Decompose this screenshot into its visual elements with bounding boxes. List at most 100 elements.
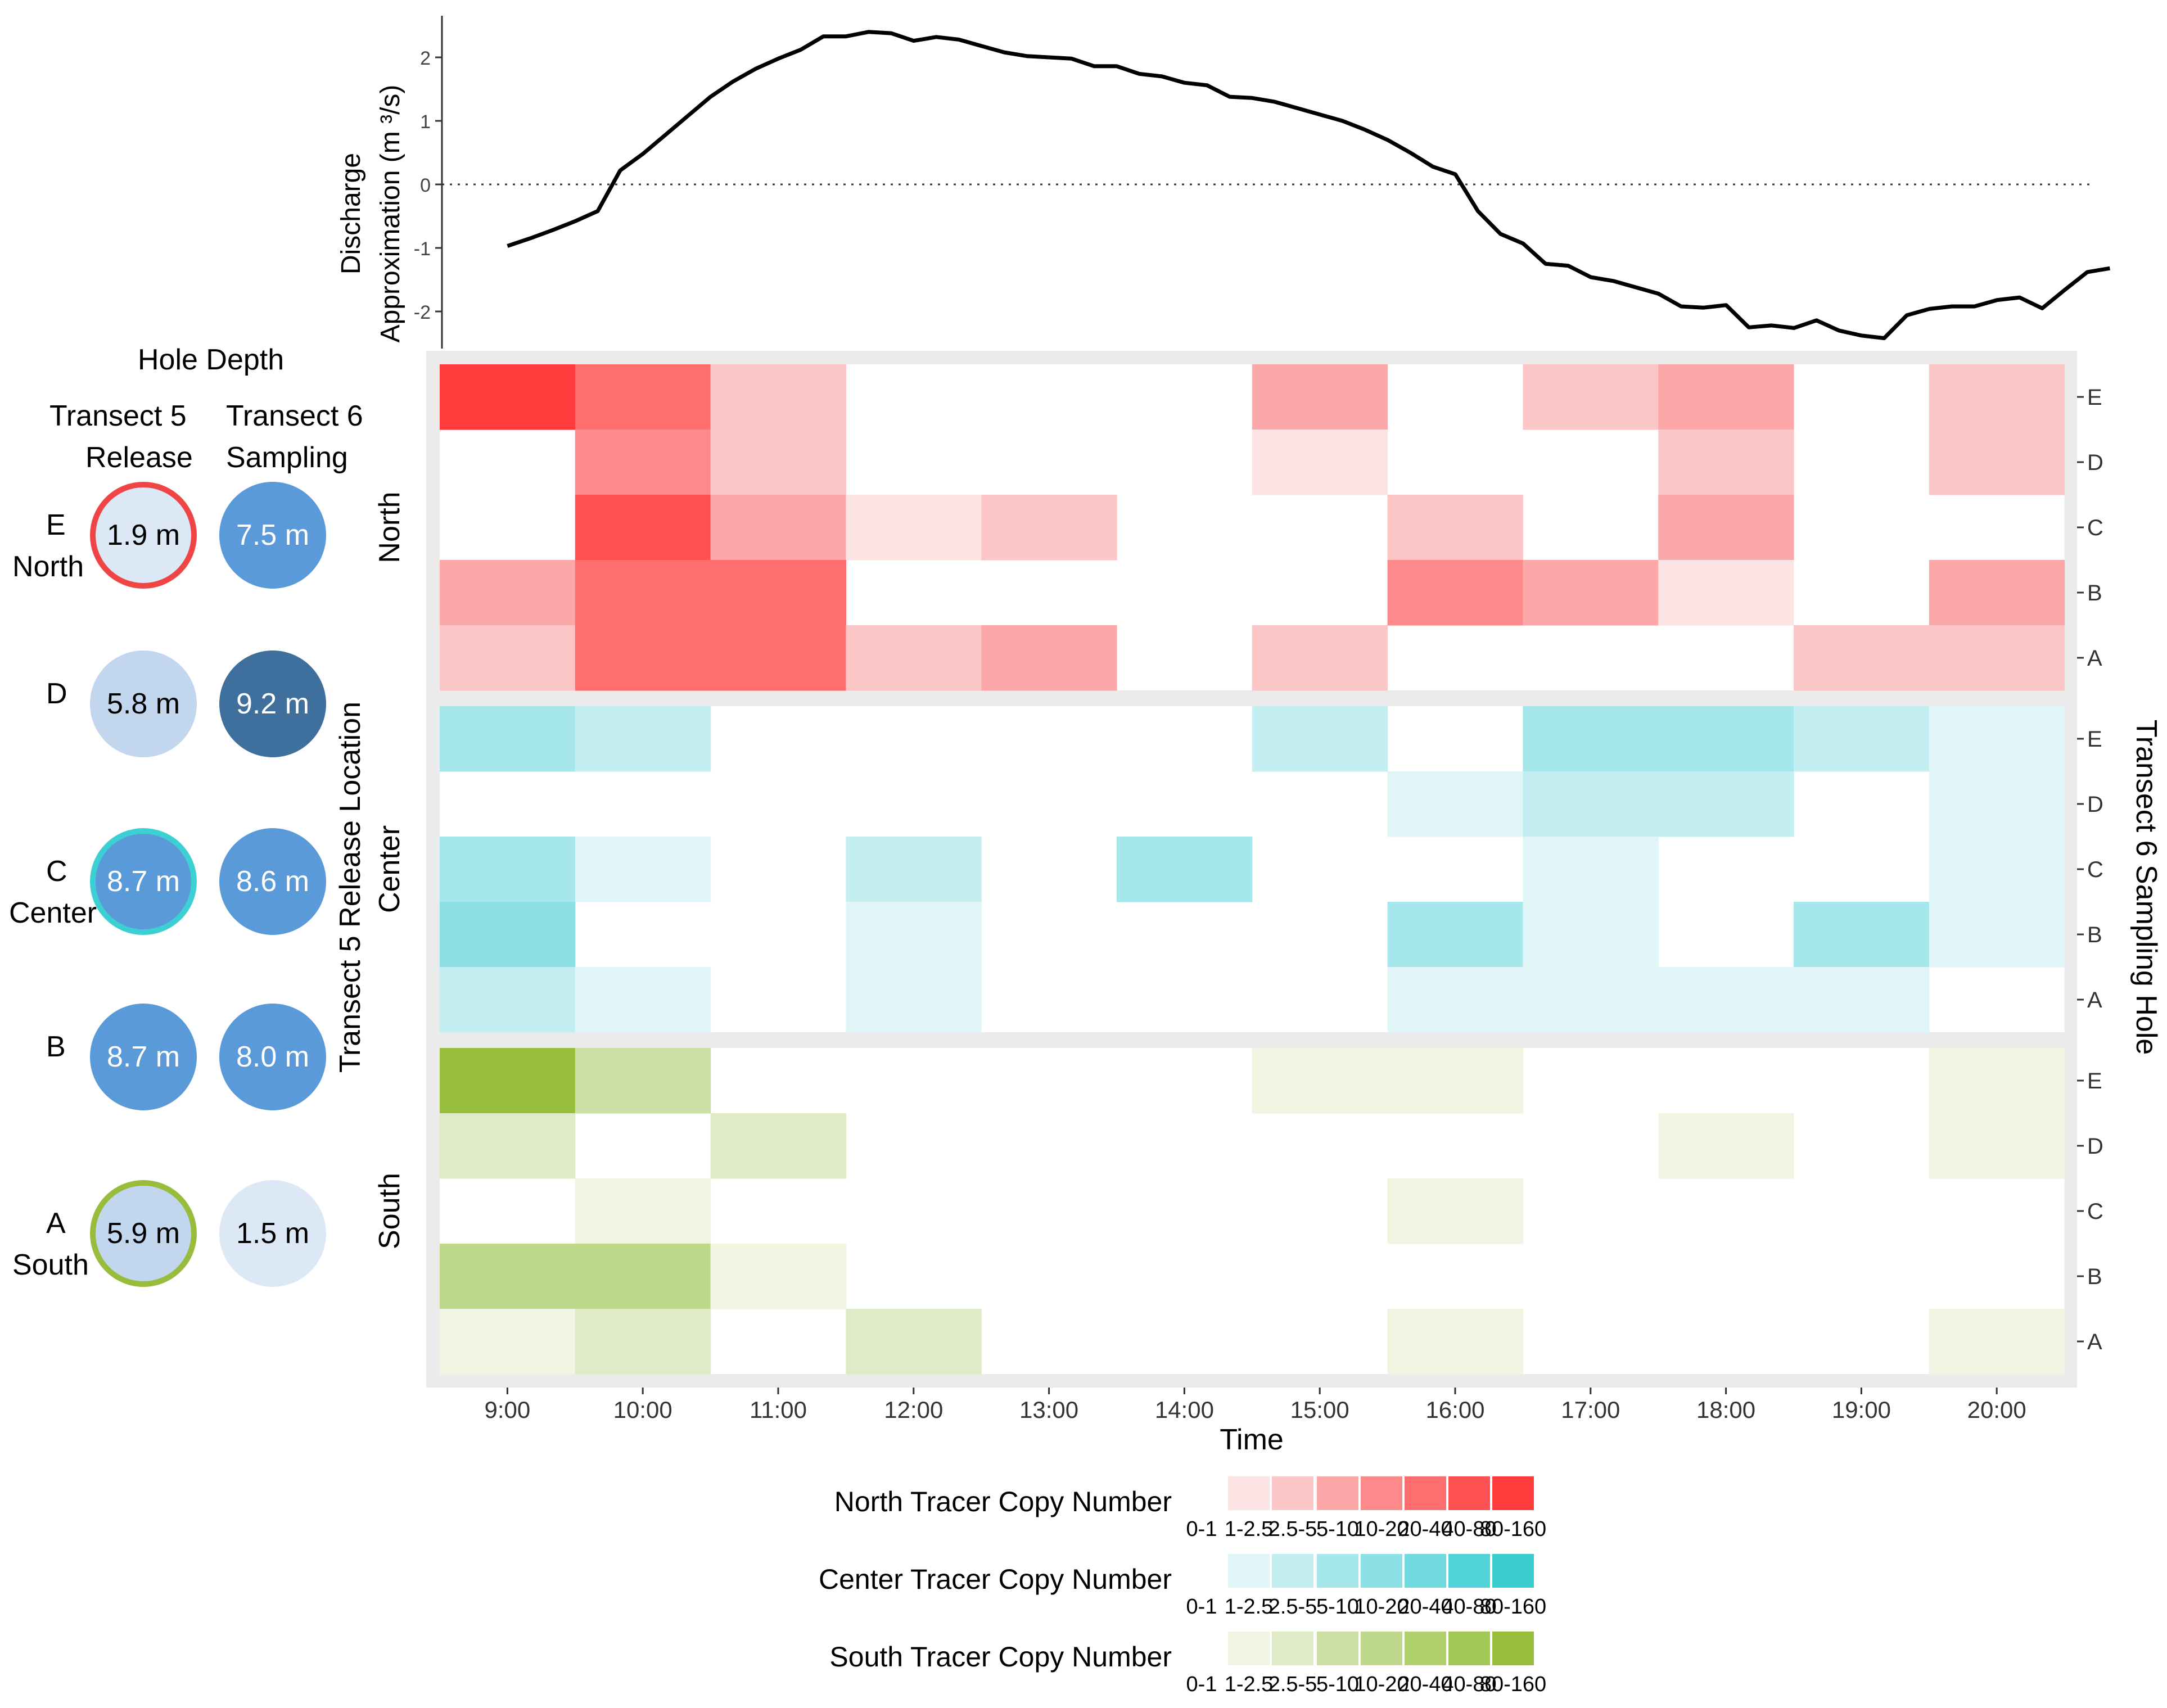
heatmap-cell [440,706,576,772]
legend-swatch [1405,1476,1446,1510]
heatmap-cell [440,1113,576,1179]
time-tick-label: 17:00 [1561,1397,1620,1423]
transect6-depth-circle: 8.6 m [219,828,326,935]
heatmap-cell [710,430,846,495]
heatmap-cell [846,1309,982,1375]
legend-bin-label: 10-20 [1354,1673,1408,1696]
heatmap-cell [981,625,1117,691]
heatmap-cell [575,967,711,1033]
heatmap-cell [1794,706,1930,772]
heatmap-cell [440,560,576,626]
legend-bin-label: 20-40 [1398,1673,1452,1696]
hole-letter: C [46,855,67,888]
legend-swatch [1361,1554,1402,1588]
heatmap-cell [710,560,846,626]
legend-swatch [1181,1632,1222,1665]
heatmap-cell [575,1048,711,1114]
heatmap-cell [440,364,576,430]
heatmap-cell [575,430,711,495]
time-tick-label: 18:00 [1696,1397,1755,1423]
time-tick-label: 15:00 [1290,1397,1349,1423]
sampling-hole-label: B [2087,581,2102,606]
heatmap-panel-center: E D C B A Center [373,693,2103,1052]
sampling-hole-label: D [2087,1134,2103,1159]
hole-letter: D [46,677,67,710]
legend-swatch [1317,1554,1358,1588]
legend-bin-label: 5-10 [1316,1595,1359,1619]
heatmap-cell [1794,625,1930,691]
legend-bin-label: 40-80 [1442,1595,1496,1619]
heatmap-cell [1387,902,1523,968]
discharge-ylabel-line2: Approximation (m ³/s) [376,85,405,343]
sampling-hole-label: C [2087,516,2103,540]
heatmap-cell [1387,1309,1523,1375]
heatmap-cell [575,706,711,772]
legend-swatch [1272,1632,1313,1665]
sampling-hole-label: A [2087,1330,2102,1354]
heatmap-cell [1658,560,1794,626]
legend-bin-label: 0-1 [1186,1673,1217,1696]
heatmap-cell [575,1244,711,1309]
heatmap-cell [1523,364,1659,430]
heatmap-panel-north: E D C B A North [373,351,2103,711]
heatmap-panel-south: E D C B A South [373,1034,2103,1394]
tracer-heatmap: E D C B A North E D C B A Center E D C B A South [373,351,2103,1394]
sampling-hole-label: D [2087,792,2103,817]
heatmap-cell [1929,430,2065,495]
sampling-hole-label: C [2087,857,2103,882]
legend-swatch [1361,1632,1402,1665]
sampling-hole-label: A [2087,988,2102,1013]
heatmap-cell [1929,837,2065,902]
heatmap-cell [1252,1048,1388,1114]
heatmap-cell [1387,1178,1523,1244]
heatmap-cell [1929,1309,2065,1375]
sampling-hole-label: E [2087,727,2102,752]
sampling-hole-label: E [2087,1069,2102,1094]
discharge-y-tick-label: -2 [414,302,431,323]
transect6-depth-circle: 7.5 m [219,482,326,589]
heatmap-cell [1929,1048,2065,1114]
legend-bin-label: 10-20 [1354,1517,1408,1541]
release-location-name: South [12,1249,89,1281]
legend-swatch [1272,1476,1313,1510]
legend-swatch [1492,1554,1534,1588]
heatmap-cell [1523,967,1659,1033]
legend-bin-label: 1-2.5 [1225,1673,1274,1696]
legend-bin-label: 40-80 [1442,1673,1496,1696]
legend-title: South Tracer Copy Number [829,1641,1172,1673]
heatmap-cell [440,967,576,1033]
legend-bin-label: 0-1 [1186,1595,1217,1619]
heatmap-cell [1523,837,1659,902]
transect5-depth-circle: 5.8 m [90,650,197,757]
transect6-header-line1: Transect 6 [226,400,363,432]
discharge-ylabel-line1: Discharge [336,153,366,274]
heatmap-cell [575,625,711,691]
heatmap-cell [440,1309,576,1375]
heatmap-cell [1929,706,2065,772]
legend-swatch [1317,1632,1358,1665]
legend-bin-label: 40-80 [1442,1517,1496,1541]
heatmap-cell [440,1048,576,1114]
legend-bin-label: 2.5-5 [1268,1595,1317,1619]
heatmap-cell [575,495,711,561]
sampling-hole-label: D [2087,450,2103,475]
heatmap-cell [575,837,711,902]
legend-swatch [1272,1554,1313,1588]
heatmap-cell [846,495,982,561]
transect5-header-line2: Release [85,441,193,474]
legend-bin-label: 1-2.5 [1225,1595,1274,1619]
heatmap-cell [710,1244,846,1309]
heatmap-cell [1658,364,1794,430]
heatmap-cell [846,967,982,1033]
panel-label-north: North [373,491,406,563]
heatmap-cell [1523,771,1659,837]
transect6-header-line2: Sampling [226,441,348,474]
time-tick-label: 20:00 [1967,1397,2026,1423]
heatmap-cell [1929,625,2065,691]
discharge-series-line [507,30,2110,340]
hole-letter: E [46,509,66,541]
legend-group-center: Center Tracer Copy Number 0-1 1-2.52.5-55-… [819,1554,1546,1619]
heatmap-cell [981,495,1117,561]
legend-bin-label: 1-2.5 [1225,1517,1274,1541]
